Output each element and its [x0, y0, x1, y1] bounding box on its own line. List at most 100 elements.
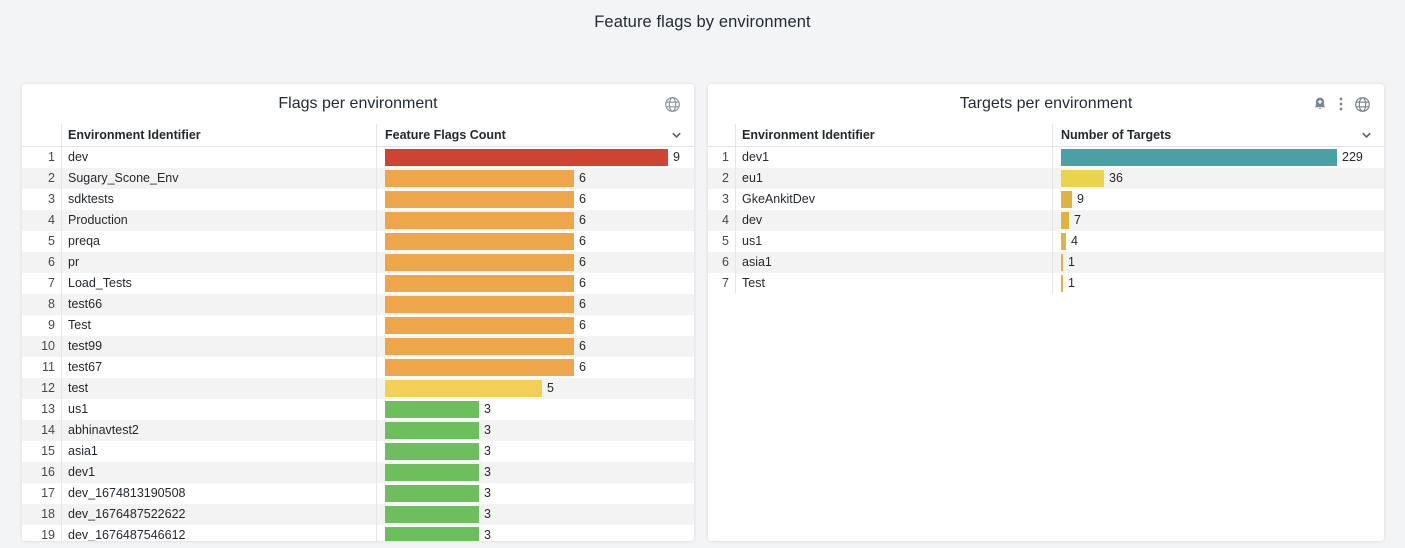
bar-gauge-cell: 6 [377, 168, 694, 189]
table-body: 1 dev 9 2 Sugary_Scone_Env 6 3 sdktests 6 4 Produc… [22, 147, 694, 541]
bar-gauge-cell: 6 [377, 294, 694, 315]
table-row: 1 dev1 229 [708, 147, 1384, 168]
row-number: 10 [22, 336, 62, 357]
bar-value-label: 6 [579, 213, 586, 227]
bar-value-label: 229 [1342, 150, 1363, 164]
bar-value-label: 5 [547, 381, 554, 395]
environment-name: GkeAnkitDev [736, 189, 1053, 210]
environment-name: test67 [62, 357, 377, 378]
environment-name: abhinavtest2 [62, 420, 377, 441]
bar-value-label: 1 [1068, 255, 1075, 269]
environment-name: asia1 [736, 252, 1053, 273]
value-bar [385, 338, 574, 355]
environment-name: test99 [62, 336, 377, 357]
bar-gauge-cell: 5 [377, 378, 694, 399]
table-row: 4 dev 7 [708, 210, 1384, 231]
bar-gauge-cell: 6 [377, 189, 694, 210]
table-row: 7 Load_Tests 6 [22, 273, 694, 294]
value-bar [385, 422, 479, 439]
panel-header: Targets per environment [708, 84, 1384, 124]
kebab-menu-icon[interactable] [1339, 97, 1343, 111]
bar-value-label: 6 [579, 318, 586, 332]
row-number: 2 [708, 168, 736, 189]
environment-name: us1 [62, 399, 377, 420]
column-header-environment-identifier[interactable]: Environment Identifier [62, 124, 377, 146]
value-bar [1061, 191, 1072, 208]
chevron-down-icon[interactable] [670, 129, 683, 142]
environment-name: preqa [62, 231, 377, 252]
panel-flags-per-environment: Flags per environment Environment Identi… [22, 84, 694, 541]
bar-gauge-cell: 6 [377, 315, 694, 336]
bar-gauge-cell: 3 [377, 399, 694, 420]
row-number: 15 [22, 441, 62, 462]
bar-value-label: 6 [579, 297, 586, 311]
table-row: 5 preqa 6 [22, 231, 694, 252]
table-header-row: Environment Identifier Number of Targets [708, 124, 1384, 147]
bar-value-label: 6 [579, 360, 586, 374]
table-row: 5 us1 4 [708, 231, 1384, 252]
table-row: 14 abhinavtest2 3 [22, 420, 694, 441]
table-row: 7 Test 1 [708, 273, 1384, 294]
panel-header: Flags per environment [22, 84, 694, 124]
row-number: 16 [22, 462, 62, 483]
row-number: 5 [22, 231, 62, 252]
row-number: 3 [22, 189, 62, 210]
row-number: 18 [22, 504, 62, 525]
panel-title[interactable]: Targets per environment [959, 95, 1133, 112]
value-bar [385, 296, 574, 313]
table-row: 12 test 5 [22, 378, 694, 399]
table-row: 3 GkeAnkitDev 9 [708, 189, 1384, 210]
row-number-header [708, 124, 736, 146]
value-bar [385, 380, 542, 397]
bar-value-label: 3 [484, 528, 491, 541]
value-bar [385, 254, 574, 271]
bar-gauge-cell: 3 [377, 441, 694, 462]
bar-value-label: 36 [1109, 171, 1123, 185]
value-bar [385, 464, 479, 481]
column-header-feature-flags-count[interactable]: Feature Flags Count [385, 128, 506, 142]
bar-value-label: 7 [1074, 213, 1081, 227]
column-header-environment-identifier[interactable]: Environment Identifier [736, 124, 1053, 146]
bar-gauge-cell: 6 [377, 273, 694, 294]
environment-name: test66 [62, 294, 377, 315]
table-row: 1 dev 9 [22, 147, 694, 168]
bar-gauge-cell: 6 [377, 336, 694, 357]
table-row: 3 sdktests 6 [22, 189, 694, 210]
bar-value-label: 6 [579, 192, 586, 206]
value-bar [385, 275, 574, 292]
table-row: 10 test99 6 [22, 336, 694, 357]
row-number: 6 [22, 252, 62, 273]
row-number: 4 [22, 210, 62, 231]
row-number: 6 [708, 252, 736, 273]
table-row: 4 Production 6 [22, 210, 694, 231]
value-bar [385, 485, 479, 502]
environment-name: sdktests [62, 189, 377, 210]
bar-value-label: 3 [484, 444, 491, 458]
table-row: 8 test66 6 [22, 294, 694, 315]
chevron-down-icon[interactable] [1360, 129, 1373, 142]
environment-name: test [62, 378, 377, 399]
value-bar [1061, 233, 1066, 250]
bar-value-label: 3 [484, 486, 491, 500]
bar-gauge-cell: 1 [1053, 252, 1384, 273]
bar-value-label: 6 [579, 255, 586, 269]
row-number: 12 [22, 378, 62, 399]
row-number: 11 [22, 357, 62, 378]
bar-value-label: 1 [1068, 276, 1075, 290]
value-bar [1061, 212, 1069, 229]
table-row: 16 dev1 3 [22, 462, 694, 483]
row-number: 7 [22, 273, 62, 294]
bar-gauge-cell: 3 [377, 504, 694, 525]
table-row: 19 dev_1676487546612 3 [22, 525, 694, 541]
bar-gauge-cell: 6 [377, 210, 694, 231]
environment-name: dev1 [736, 147, 1053, 168]
bar-gauge-cell: 6 [377, 357, 694, 378]
environment-name: Test [736, 273, 1053, 294]
value-bar [385, 443, 479, 460]
bar-gauge-cell: 3 [377, 525, 694, 541]
value-bar [385, 527, 479, 541]
panel-title[interactable]: Flags per environment [278, 95, 438, 112]
column-header-number-of-targets[interactable]: Number of Targets [1061, 128, 1172, 142]
table-row: 2 eu1 36 [708, 168, 1384, 189]
value-bar [385, 170, 574, 187]
